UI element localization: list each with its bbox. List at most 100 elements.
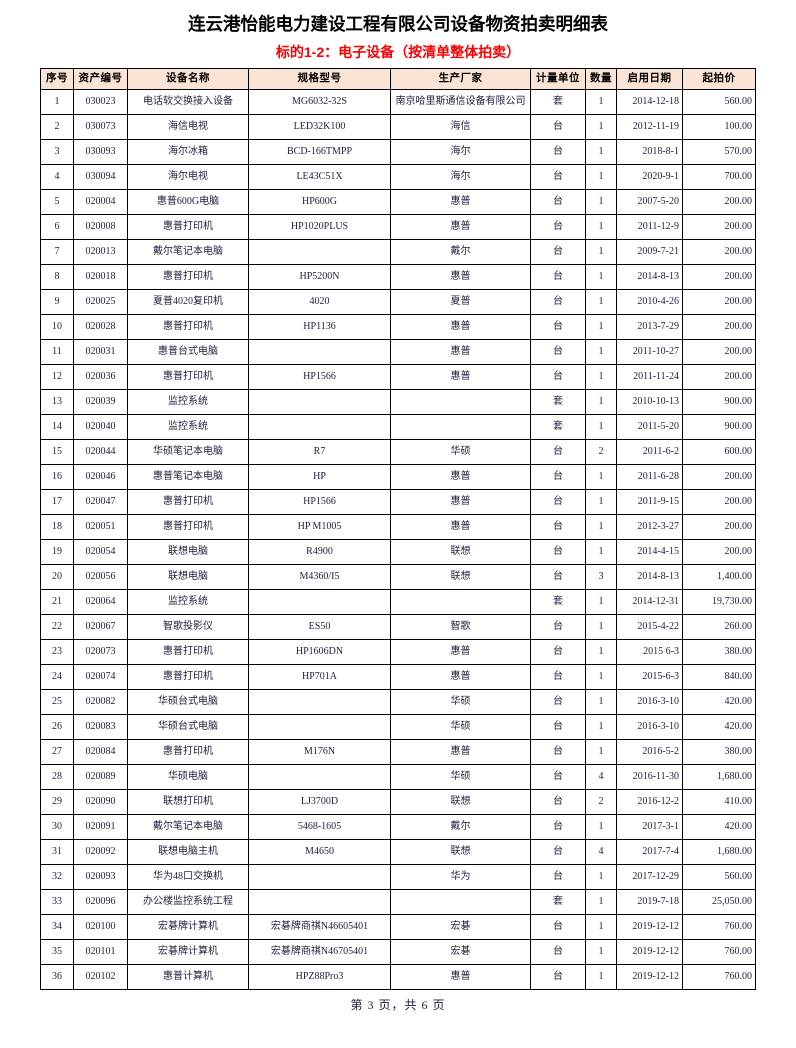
cell-maker: 惠普 bbox=[390, 189, 531, 215]
cell-seq: 2 bbox=[40, 114, 74, 140]
cell-qty: 1 bbox=[585, 889, 617, 915]
cell-asset: 020056 bbox=[73, 564, 128, 590]
cell-price: 200.00 bbox=[682, 239, 756, 265]
cell-name: 宏碁牌计算机 bbox=[127, 939, 249, 965]
cell-price: 900.00 bbox=[682, 389, 756, 415]
cell-name: 惠普打印机 bbox=[127, 514, 249, 540]
cell-unit: 台 bbox=[530, 764, 586, 790]
cell-asset: 020074 bbox=[73, 664, 128, 690]
cell-maker: 联想 bbox=[390, 789, 531, 815]
table-row: 27 020084 惠普打印机 M176N 惠普台 1 2016-5-2 380.00 bbox=[40, 739, 756, 765]
cell-model bbox=[248, 414, 391, 440]
cell-name: 惠普打印机 bbox=[127, 489, 249, 515]
cell-date: 2011-6-28 bbox=[616, 464, 683, 490]
cell-qty: 1 bbox=[585, 364, 617, 390]
cell-asset: 020093 bbox=[73, 864, 128, 890]
cell-unit: 台 bbox=[530, 364, 586, 390]
cell-model: 5468-1605 bbox=[248, 814, 391, 840]
cell-maker: 惠普 bbox=[390, 664, 531, 690]
cell-date: 2015-6-3 bbox=[616, 664, 683, 690]
cell-price: 1,680.00 bbox=[682, 764, 756, 790]
cell-qty: 1 bbox=[585, 164, 617, 190]
cell-seq: 8 bbox=[40, 264, 74, 290]
cell-name: 惠普打印机 bbox=[127, 264, 249, 290]
cell-date: 2019-7-18 bbox=[616, 889, 683, 915]
table-row: 28 020089 华硕电脑 华硕台 4 2016-11-30 1,680.00 bbox=[40, 764, 756, 790]
cell-price: 380.00 bbox=[682, 639, 756, 665]
cell-qty: 1 bbox=[585, 114, 617, 140]
cell-unit: 台 bbox=[530, 964, 586, 990]
cell-seq: 5 bbox=[40, 189, 74, 215]
cell-seq: 9 bbox=[40, 289, 74, 315]
cell-model: HP1136 bbox=[248, 314, 391, 340]
cell-qty: 1 bbox=[585, 939, 617, 965]
cell-name: 惠普打印机 bbox=[127, 214, 249, 240]
cell-name: 监控系统 bbox=[127, 589, 249, 615]
cell-asset: 020047 bbox=[73, 489, 128, 515]
table-row: 9 020025 夏普4020复印机 4020 夏普台 1 2010-4-26 200.00 bbox=[40, 289, 756, 315]
table-row: 30 020091 戴尔笔记本电脑 5468-1605 戴尔台 1 2017-3-1 420.… bbox=[40, 814, 756, 840]
cell-asset: 020040 bbox=[73, 414, 128, 440]
column-header-seq: 序号 bbox=[40, 68, 74, 90]
cell-price: 560.00 bbox=[682, 89, 756, 115]
cell-maker: 惠普 bbox=[390, 489, 531, 515]
cell-model bbox=[248, 589, 391, 615]
table-row: 32 020093 华为48口交换机 华为台 1 2017-12-29 560.00 bbox=[40, 864, 756, 890]
cell-model: LE43C51X bbox=[248, 164, 391, 190]
cell-maker: 联想 bbox=[390, 564, 531, 590]
cell-name: 联想电脑主机 bbox=[127, 839, 249, 865]
cell-date: 2014-8-13 bbox=[616, 264, 683, 290]
cell-date: 2016-3-10 bbox=[616, 714, 683, 740]
cell-unit: 台 bbox=[530, 864, 586, 890]
cell-date: 2010-4-26 bbox=[616, 289, 683, 315]
cell-maker bbox=[390, 389, 531, 415]
cell-maker: 联想 bbox=[390, 539, 531, 565]
cell-model: R7 bbox=[248, 439, 391, 465]
cell-name: 惠普打印机 bbox=[127, 739, 249, 765]
cell-model: 宏碁牌商祺N46705401 bbox=[248, 939, 391, 965]
cell-qty: 1 bbox=[585, 514, 617, 540]
table-row: 24 020074 惠普打印机 HP701A 惠普台 1 2015-6-3 840.00 bbox=[40, 664, 756, 690]
cell-qty: 1 bbox=[585, 464, 617, 490]
cell-model: ES50 bbox=[248, 614, 391, 640]
table-row: 15 020044 华硕笔记本电脑 R7 华硕台 2 2011-6-2 600.00 bbox=[40, 439, 756, 465]
cell-model bbox=[248, 239, 391, 265]
cell-model bbox=[248, 764, 391, 790]
cell-date: 2017-12-29 bbox=[616, 864, 683, 890]
cell-seq: 10 bbox=[40, 314, 74, 340]
cell-model: HP600G bbox=[248, 189, 391, 215]
page-title: 连云港怡能电力建设工程有限公司设备物资拍卖明细表 bbox=[188, 14, 608, 34]
cell-seq: 16 bbox=[40, 464, 74, 490]
cell-maker: 华硕 bbox=[390, 689, 531, 715]
cell-unit: 台 bbox=[530, 814, 586, 840]
cell-asset: 020084 bbox=[73, 739, 128, 765]
cell-unit: 台 bbox=[530, 139, 586, 165]
cell-price: 19,730.00 bbox=[682, 589, 756, 615]
cell-date: 2016-3-10 bbox=[616, 689, 683, 715]
cell-qty: 1 bbox=[585, 239, 617, 265]
cell-qty: 1 bbox=[585, 739, 617, 765]
cell-name: 海尔电视 bbox=[127, 164, 249, 190]
cell-date: 2011-9-15 bbox=[616, 489, 683, 515]
cell-seq: 12 bbox=[40, 364, 74, 390]
cell-date: 2017-3-1 bbox=[616, 814, 683, 840]
cell-price: 420.00 bbox=[682, 689, 756, 715]
table-row: 20 020056 联想电脑 M4360/I5 联想台 3 2014-8-13 1,400.0… bbox=[40, 564, 756, 590]
table-row: 16 020046 惠普笔记本电脑 HP 惠普台 1 2011-6-28 200.00 bbox=[40, 464, 756, 490]
cell-seq: 15 bbox=[40, 439, 74, 465]
cell-name: 惠普打印机 bbox=[127, 364, 249, 390]
cell-maker: 惠普 bbox=[390, 964, 531, 990]
cell-model: HP701A bbox=[248, 664, 391, 690]
cell-maker: 夏普 bbox=[390, 289, 531, 315]
cell-maker: 戴尔 bbox=[390, 239, 531, 265]
cell-asset: 030023 bbox=[73, 89, 128, 115]
cell-seq: 33 bbox=[40, 889, 74, 915]
cell-model: BCD-166TMPP bbox=[248, 139, 391, 165]
cell-price: 200.00 bbox=[682, 364, 756, 390]
cell-qty: 1 bbox=[585, 89, 617, 115]
cell-qty: 1 bbox=[585, 714, 617, 740]
cell-maker: 惠普 bbox=[390, 364, 531, 390]
auction-detail-table: 序号 资产编号 设备名称 规格型号 生产厂家 计量单位 数量 启用日期 起拍价 … bbox=[40, 68, 756, 990]
cell-date: 2016-11-30 bbox=[616, 764, 683, 790]
